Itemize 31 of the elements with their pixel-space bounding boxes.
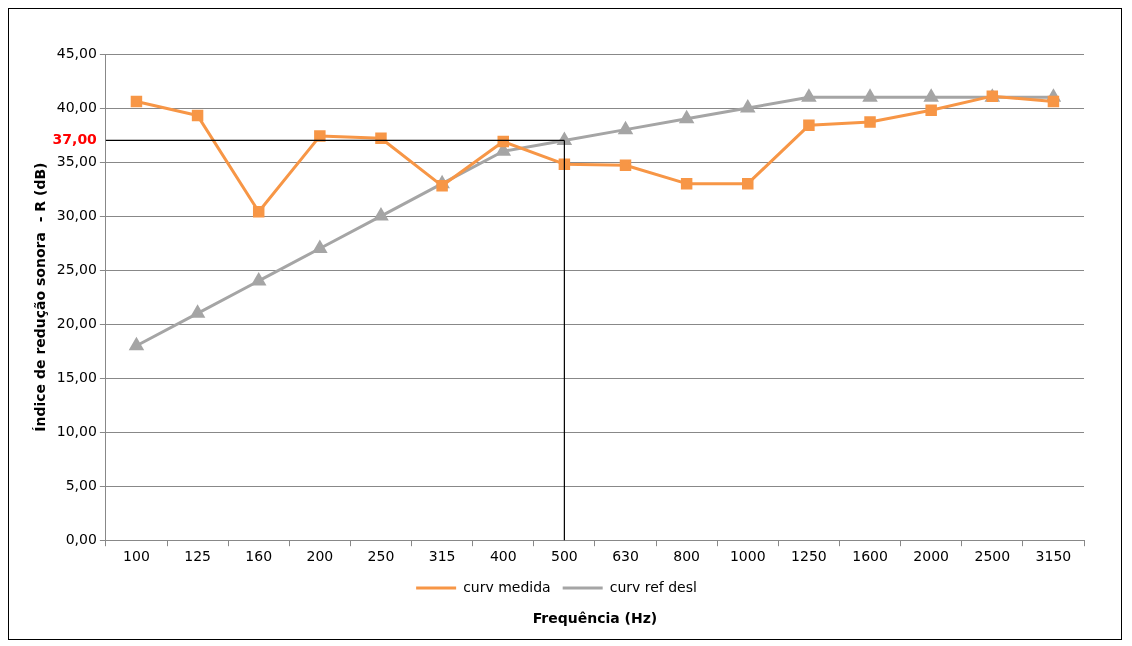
x-tick-label: 3150: [1035, 548, 1072, 565]
x-tick-label: 1600: [852, 548, 888, 565]
y-tick-label: 15,00: [56, 368, 97, 385]
y-tick-label: 40,00: [56, 98, 97, 115]
y-tick-label: 20,00: [56, 314, 97, 331]
x-tick-label: 2500: [974, 548, 1011, 565]
legend-label: curv ref desl: [609, 578, 697, 595]
x-tick-label: 160: [245, 548, 273, 565]
y-tick-label: 10,00: [56, 422, 97, 439]
y-tick-label: 5,00: [65, 476, 97, 493]
y-tick-label: 30,00: [56, 206, 97, 223]
x-tick-label: 250: [367, 548, 395, 565]
x-tick-label: 630: [612, 548, 639, 565]
x-tick-label: 800: [673, 548, 701, 565]
x-tick-label: 200: [306, 548, 334, 565]
y-axis-title: Índice de redução sonora - R (dB): [32, 162, 49, 432]
x-tick-label: 100: [123, 548, 150, 565]
x-tick-label: 1000: [729, 548, 766, 565]
x-tick-label: 400: [489, 548, 517, 565]
x-tick-label: 500: [551, 548, 578, 565]
ref-line-label: 37,00: [52, 131, 98, 148]
y-tick-label: 25,00: [56, 260, 97, 277]
x-tick-label: 315: [428, 548, 456, 565]
y-tick-label: 0,00: [65, 530, 97, 547]
x-tick-label: 1250: [791, 548, 827, 565]
y-tick-label: 35,00: [56, 152, 97, 169]
legend-label: curv medida: [463, 578, 551, 595]
x-axis-title: Frequência (Hz): [532, 609, 658, 626]
y-tick-label: 45,00: [56, 44, 97, 61]
x-tick-label: 2000: [913, 548, 949, 565]
x-tick-label: 125: [184, 548, 211, 565]
